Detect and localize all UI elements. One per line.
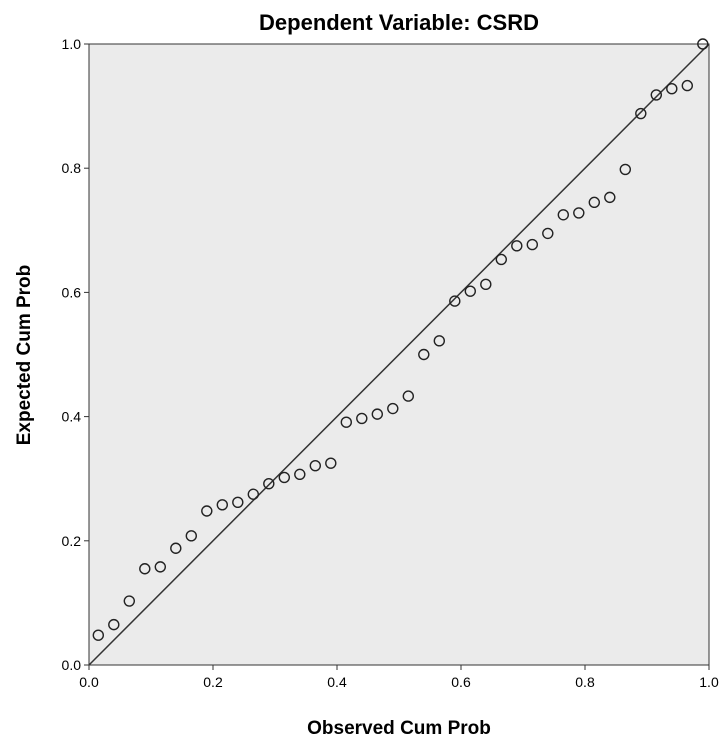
- data-point: [263, 477, 275, 490]
- data-point: [604, 191, 616, 204]
- data-point: [449, 295, 461, 307]
- data-point: [697, 38, 709, 50]
- data-point: [681, 79, 693, 92]
- x-tick-label: 1.0: [699, 674, 719, 690]
- data-point: [123, 595, 136, 607]
- data-point: [340, 416, 352, 428]
- data-point: [232, 496, 244, 508]
- y-tick-label: 0.8: [62, 160, 82, 176]
- data-point: [402, 390, 414, 402]
- data-point: [666, 83, 678, 95]
- y-axis-label: Expected Cum Prob: [14, 265, 35, 446]
- data-point: [185, 530, 198, 542]
- data-point: [542, 227, 554, 240]
- y-tick-label: 1.0: [62, 36, 82, 52]
- data-point: [154, 561, 167, 573]
- data-point: [139, 563, 151, 575]
- data-point: [588, 196, 600, 209]
- data-point: [325, 457, 337, 469]
- data-point: [278, 471, 290, 484]
- x-tick-label: 0.2: [203, 674, 223, 690]
- x-tick-label: 0.0: [79, 674, 99, 690]
- data-point: [418, 348, 430, 361]
- data-point: [495, 253, 507, 266]
- data-point: [511, 240, 523, 252]
- data-point: [464, 285, 476, 297]
- y-tick-label: 0.6: [62, 284, 82, 300]
- x-axis-label: Observed Cum Prob: [307, 718, 491, 739]
- data-point: [480, 278, 492, 291]
- data-point: [371, 408, 383, 420]
- x-tick-label: 0.8: [575, 674, 595, 690]
- data-point: [635, 107, 647, 120]
- y-axis: 0.0 0.2 0.4 0.6 0.8 1.0: [62, 36, 89, 673]
- data-point: [92, 629, 105, 641]
- chart-title: Dependent Variable: CSRD: [259, 10, 539, 35]
- data-point: [526, 238, 538, 251]
- x-axis: 0.0 0.2 0.4 0.6 0.8 1.0: [79, 665, 719, 690]
- y-tick-label: 0.2: [62, 533, 82, 549]
- data-point: [309, 459, 321, 472]
- data-point: [216, 499, 229, 511]
- y-tick-label: 0.0: [62, 657, 82, 673]
- data-point: [557, 209, 569, 221]
- x-tick-label: 0.4: [327, 674, 347, 690]
- data-points: [92, 38, 709, 641]
- reference-line: [88, 43, 710, 666]
- y-tick-label: 0.4: [62, 409, 82, 425]
- data-point: [433, 335, 445, 347]
- data-point: [201, 505, 213, 517]
- x-tick-label: 0.6: [451, 674, 471, 690]
- data-point: [294, 468, 306, 481]
- data-point: [573, 207, 585, 219]
- data-point: [387, 402, 399, 415]
- data-point: [170, 542, 182, 554]
- data-point: [108, 618, 120, 631]
- data-point: [356, 412, 368, 425]
- data-point: [619, 163, 631, 176]
- data-point: [650, 89, 662, 101]
- data-point: [247, 488, 260, 500]
